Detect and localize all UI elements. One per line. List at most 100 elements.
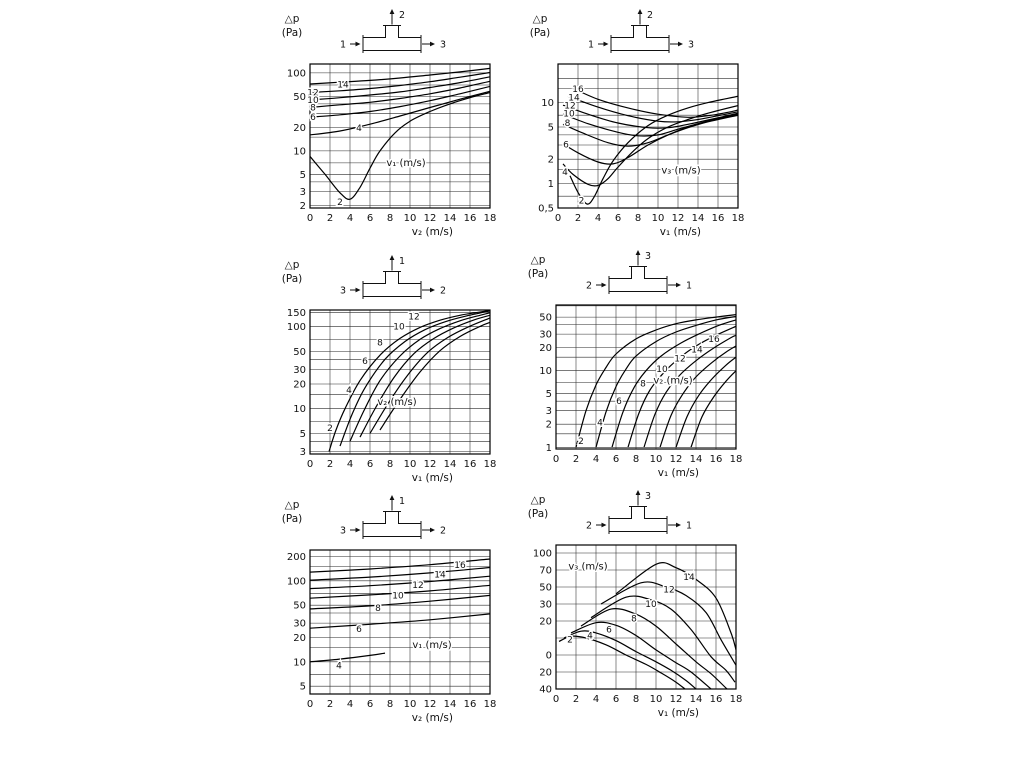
- x-tick-label: 0: [553, 454, 559, 465]
- y-tick-label: 30: [539, 600, 552, 611]
- x-tick-label: 16: [710, 454, 723, 465]
- x-tick-label: 8: [387, 459, 393, 470]
- y-tick-label: 3: [300, 447, 306, 458]
- y-axis-title-units: (Pa): [528, 508, 549, 520]
- curves: [310, 67, 490, 200]
- tee-outline: [608, 266, 668, 292]
- x-tick-label: 6: [613, 454, 619, 465]
- y-tick-label: 10: [293, 657, 306, 668]
- curve-14: [615, 562, 736, 651]
- curve-8: [359, 314, 490, 438]
- x-tick-label: 10: [652, 213, 665, 224]
- x-tick-label: 4: [593, 454, 599, 465]
- series-label-8: 8: [310, 104, 316, 114]
- curve-10: [369, 317, 490, 434]
- y-tick-label: 20: [539, 668, 552, 679]
- series-label-4: 4: [597, 419, 603, 429]
- x-tick-label: 2: [575, 213, 581, 224]
- x-tick-label: 16: [710, 694, 723, 705]
- x-tick-label: 10: [650, 454, 663, 465]
- series-label-14: 14: [691, 345, 703, 355]
- tee-top-port-label: 1: [399, 496, 405, 507]
- x-axis-title: v₁ (m/s): [658, 707, 699, 719]
- x-tick-label: 14: [444, 213, 457, 224]
- tee-junction-diagram: [598, 9, 683, 53]
- curve-8: [627, 325, 736, 448]
- series-label-6: 6: [616, 397, 622, 407]
- curve-12: [562, 104, 738, 129]
- curve-2: [558, 635, 686, 689]
- y-axis-title-units: (Pa): [530, 27, 551, 39]
- series-label-10: 10: [656, 365, 668, 375]
- y-tick-label: 100: [533, 549, 552, 560]
- tee-outline: [362, 271, 422, 297]
- curve-4: [310, 90, 490, 136]
- y-tick-label: 30: [539, 330, 552, 341]
- series-label-14: 14: [434, 571, 446, 581]
- chart-middle-left: 12 10 8 6 4 2 150 100 50 30 20 10 5 3 0 2 4 6 8 10 12 14 16 18 v…: [260, 252, 512, 492]
- x-tick-label: 2: [573, 694, 579, 705]
- curve-6: [570, 621, 712, 689]
- y-axis-title: △p: [285, 259, 300, 271]
- series-label-12: 12: [564, 102, 575, 112]
- curve-4: [595, 315, 736, 448]
- curve-2: [575, 314, 736, 448]
- series-label-8: 8: [640, 380, 646, 390]
- chart-bottom-left: 16 14 12 10 8 6 4 200 100 50 30 20 10 5 0 2 4 6 8 10 12 14 16 1…: [260, 492, 512, 732]
- x-tick-label: 18: [732, 213, 745, 224]
- curve-10: [310, 584, 490, 599]
- x-tick-label: 6: [367, 213, 373, 224]
- curve-14: [310, 67, 490, 85]
- y-tick-label: 30: [293, 365, 306, 376]
- y-tick-label: 20: [293, 633, 306, 644]
- x-tick-label: 2: [327, 213, 333, 224]
- x-axis-title: v₂ (m/s): [412, 226, 453, 238]
- series-label-2: 2: [578, 437, 584, 447]
- x-tick-label: 6: [615, 213, 621, 224]
- curve-6: [349, 312, 490, 442]
- tee-port-labels: 3 2 1: [586, 491, 692, 532]
- curve-10: [643, 334, 736, 448]
- x-tick-label: 18: [484, 699, 497, 710]
- curve-10: [590, 595, 736, 683]
- x-tick-label: 12: [424, 699, 437, 710]
- x-axis-title: v₂ (m/s): [412, 712, 453, 724]
- curve-4: [310, 652, 386, 663]
- y-tick-label: 50: [293, 92, 306, 103]
- curve-2: [328, 310, 490, 452]
- curve-6: [310, 613, 490, 629]
- y-axis-title: △p: [285, 13, 300, 25]
- tee-left-port-label: 3: [340, 526, 346, 537]
- tee-left-port-label: 3: [340, 286, 346, 297]
- plot-frame: [557, 63, 739, 209]
- tee-left-port-label: 2: [586, 521, 592, 532]
- curve-family-annotation: v₁ (m/s): [386, 158, 425, 169]
- series-label-2: 2: [567, 636, 573, 646]
- x-tick-label: 18: [730, 694, 743, 705]
- curve-family-annotation: v₃ (m/s): [661, 166, 700, 177]
- curve-16: [310, 558, 490, 573]
- y-tick-label: 50: [539, 583, 552, 594]
- tee-junction-diagram: [350, 9, 435, 53]
- series-label-12: 12: [408, 313, 419, 323]
- tee-top-port-label: 1: [399, 256, 405, 267]
- y-tick-label: 10: [293, 404, 306, 415]
- plot-frame: [555, 544, 737, 690]
- y-axis-title-units: (Pa): [282, 273, 303, 285]
- series-label-16: 16: [454, 561, 466, 571]
- tee-outline: [362, 511, 422, 537]
- x-tick-label: 0: [553, 694, 559, 705]
- x-tick-label: 12: [670, 454, 683, 465]
- y-tick-label: 10: [293, 146, 306, 157]
- curve-2: [310, 91, 490, 200]
- curve-12: [310, 575, 490, 590]
- series-label-10: 10: [392, 591, 404, 601]
- y-axis-title-units: (Pa): [282, 513, 303, 525]
- curve-12: [310, 71, 490, 94]
